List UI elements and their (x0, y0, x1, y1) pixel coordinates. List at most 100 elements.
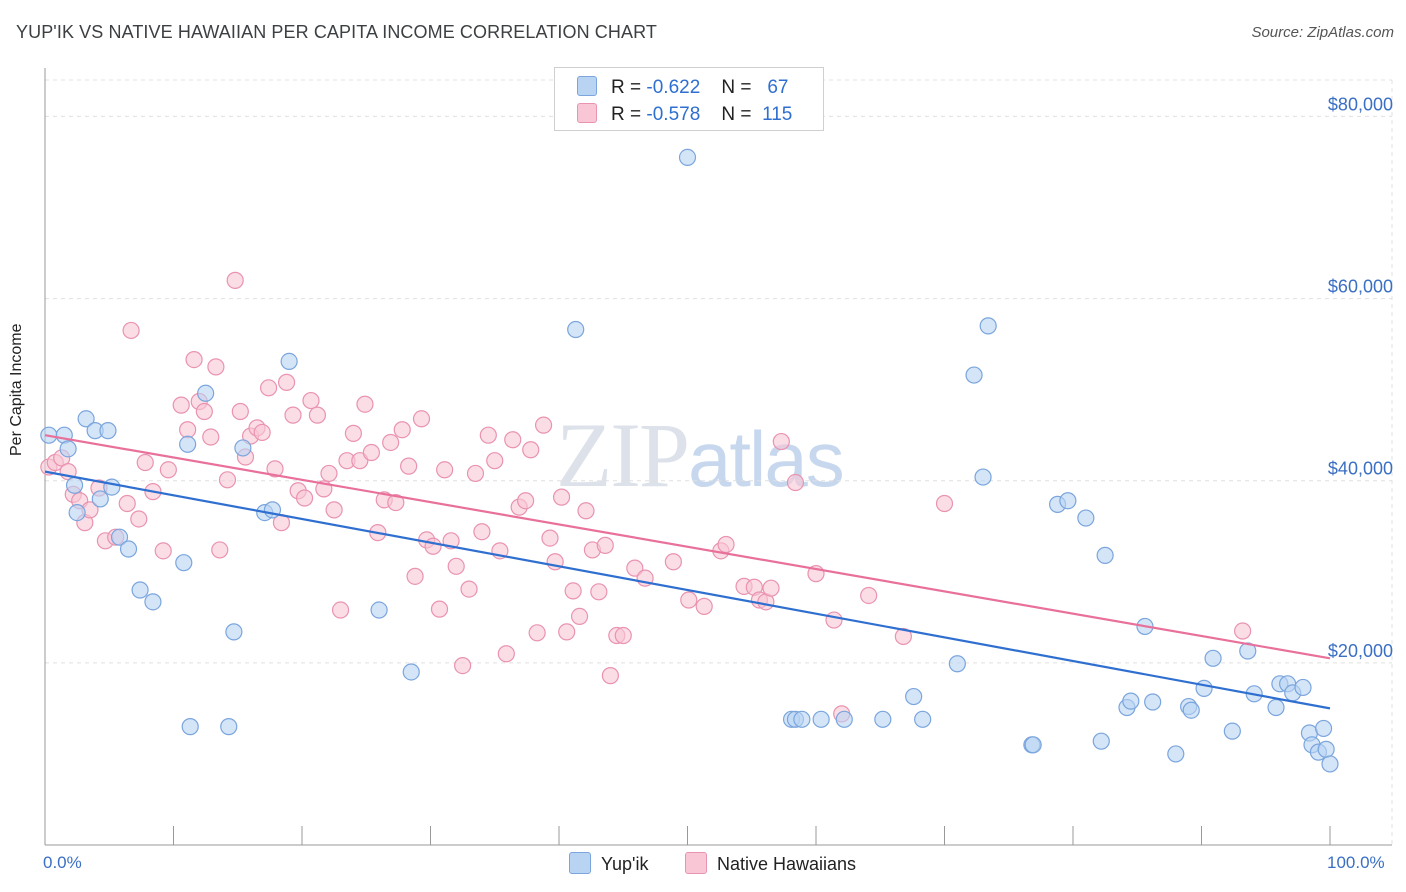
yupik-point (1321, 755, 1339, 773)
yupik-point (1267, 698, 1285, 717)
native-hawaiians-point (195, 402, 213, 421)
native-hawaiians-point (528, 624, 546, 642)
yupik-point (1195, 679, 1213, 697)
native-hawaiians-point (664, 553, 682, 571)
native-hawaiians-point (479, 426, 497, 444)
yupik-point (402, 663, 420, 681)
yupik-point (812, 710, 830, 728)
native-hawaiians-swatch (577, 103, 597, 123)
native-hawaiians-point (577, 502, 595, 520)
yupik-point (835, 710, 853, 728)
yupik-point (280, 352, 298, 371)
native-hawaiians-point (552, 488, 571, 506)
yupik-point (948, 655, 966, 673)
yupik-point (370, 601, 388, 619)
native-hawaiians-point (362, 443, 380, 462)
native-hawaiians-point (284, 406, 302, 424)
watermark-zip: ZIP (556, 404, 690, 506)
native-hawaiians-point (207, 358, 225, 376)
yupik-point (119, 540, 138, 558)
native-hawaiians-point (894, 627, 912, 646)
native-hawaiians-point (466, 464, 485, 483)
native-hawaiians-point (231, 402, 249, 421)
native-hawaiians-point (522, 441, 540, 459)
yupik-point (68, 503, 86, 522)
yupik-point (1317, 740, 1335, 758)
yupik-legend-label: Yup'ik (601, 854, 649, 874)
native-hawaiians-point (331, 601, 350, 619)
yupik-point (220, 718, 238, 736)
yupik-point (1077, 509, 1095, 527)
bottom-legend-yupik: Yup'ik (569, 852, 648, 875)
yupik-point (144, 593, 162, 611)
x-tick-min: 0.0% (43, 853, 82, 872)
native-hawaiians-point (596, 536, 614, 554)
n-value-yupik: 67 (767, 77, 789, 98)
native-hawaiians-point (302, 391, 320, 410)
native-hawaiians-point (786, 473, 805, 492)
yupik-point (110, 528, 129, 546)
yupik-point (1024, 736, 1042, 754)
native-hawaiians-point (424, 537, 442, 555)
n-label: N = (721, 77, 752, 98)
yupik-point (979, 317, 997, 335)
native-hawaiians-point (1234, 622, 1252, 640)
native-hawaiians-point (211, 541, 229, 559)
r-label: R = (611, 77, 642, 98)
axes (44, 68, 1392, 846)
native-hawaiians-point (253, 423, 271, 442)
native-hawaiians-point (762, 579, 780, 597)
native-hawaiians-point (202, 428, 220, 446)
native-hawaiians-point (325, 501, 343, 519)
native-hawaiians-point (935, 494, 954, 513)
native-hawaiians-point (497, 645, 515, 663)
native-hawaiians-point (534, 416, 553, 434)
native-hawaiians-trend-line (44, 434, 1331, 660)
native-hawaiians-point (136, 453, 154, 472)
native-hawaiians-point (382, 433, 400, 452)
native-hawaiians-point (226, 271, 244, 289)
legend-row-yupik: R = -0.622 N = 67 (577, 76, 788, 98)
native-hawaiians-point (590, 583, 608, 601)
yupik-point (103, 478, 121, 496)
native-hawaiians-point (130, 510, 148, 528)
yupik-point (1144, 693, 1162, 711)
yupik-point (225, 623, 243, 641)
native-hawaiians-point (179, 421, 197, 439)
yupik-point (1096, 546, 1114, 564)
native-hawaiians-point (564, 582, 582, 600)
yupik-point (234, 439, 252, 457)
native-hawaiians-point (122, 321, 140, 340)
native-hawaiians-point (558, 623, 576, 641)
native-hawaiians-point (541, 529, 559, 547)
native-hawaiians-legend-swatch (685, 852, 707, 874)
native-hawaiians-point (516, 492, 535, 510)
n-value-native-hawaiians: 115 (762, 104, 793, 125)
native-hawaiians-point (356, 395, 374, 413)
native-hawaiians-point (626, 559, 644, 577)
y-tick-label: $20,000 (1328, 641, 1393, 661)
y-axis-label: Per Capita Income (8, 323, 25, 456)
yupik-point (91, 490, 109, 508)
trend-lines (44, 434, 1331, 710)
yupik-point (181, 718, 199, 736)
r-value-yupik: -0.622 (646, 77, 701, 98)
n-label: N = (721, 104, 752, 125)
native-hawaiians-point (436, 461, 454, 479)
bottom-legend-native-hawaiians: Native Hawaiians (685, 852, 856, 875)
yupik-swatch (577, 76, 597, 96)
yupik-point (567, 320, 585, 339)
native-hawaiians-point (218, 471, 237, 489)
native-hawaiians-point (486, 452, 504, 470)
yupik-point (197, 384, 215, 402)
legend-row-native-hawaiians: R = -0.578 N = 115 (577, 103, 792, 125)
chart-title: YUP'IK VS NATIVE HAWAIIAN PER CAPITA INC… (16, 22, 657, 42)
yupik-point (1294, 678, 1312, 697)
yupik-points (40, 148, 1339, 773)
native-hawaiians-point (351, 452, 369, 470)
yupik-point (1182, 701, 1200, 719)
yupik-point (905, 687, 923, 706)
native-hawaiians-point (454, 656, 472, 675)
native-hawaiians-point (772, 432, 790, 451)
